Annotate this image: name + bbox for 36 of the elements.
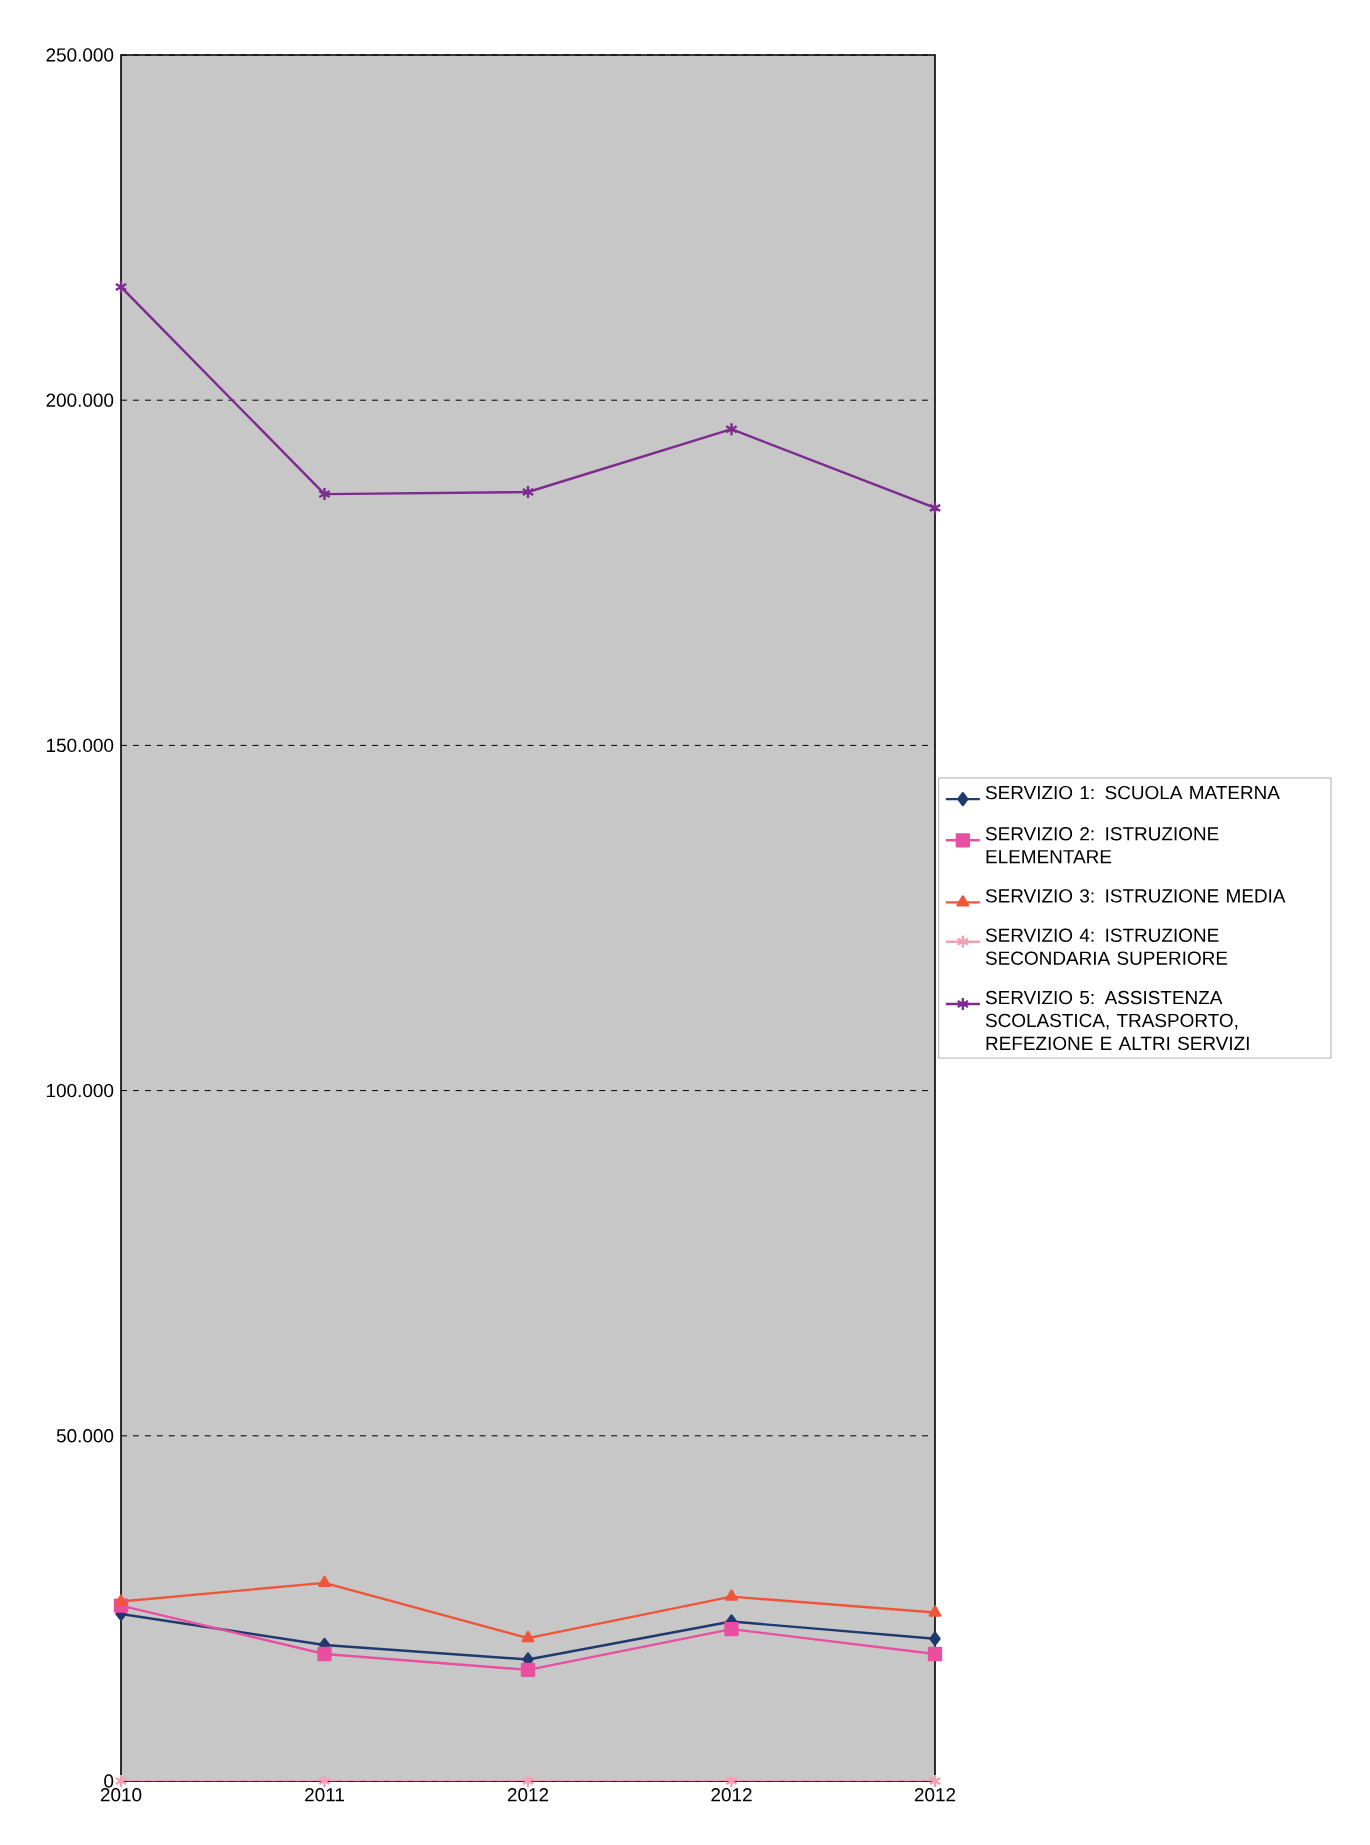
legend-label: SERVIZIO 4: ISTRUZIONE SECONDARIA SUPERIORE <box>985 928 1228 965</box>
point <box>521 1773 535 1789</box>
y-tick-label: 250.000 <box>46 48 114 62</box>
point <box>928 500 942 516</box>
point <box>929 1631 941 1646</box>
point <box>521 1630 535 1643</box>
point <box>725 1589 738 1601</box>
point <box>521 484 535 500</box>
point <box>318 1575 331 1588</box>
x-tick-label: 2010 <box>100 1788 142 1802</box>
point <box>725 422 738 437</box>
x-tick-label: 2012 <box>914 1788 956 1802</box>
point <box>318 1773 331 1789</box>
y-tick-label: 100.000 <box>46 1083 114 1098</box>
x-tick-label: 2012 <box>711 1788 752 1802</box>
legend-label: SERVIZIO 1: SCUOLA MATERNA <box>985 785 1280 800</box>
x-tick-label: 2011 <box>305 1788 344 1802</box>
point <box>520 1662 536 1678</box>
point <box>928 1605 942 1617</box>
y-tick-label: 150.000 <box>46 738 114 753</box>
point <box>318 486 331 502</box>
point <box>114 1773 128 1789</box>
point <box>724 1621 739 1637</box>
point <box>114 279 128 295</box>
point <box>317 1646 332 1662</box>
point <box>927 1646 943 1662</box>
x-tick-label: 2012 <box>507 1788 549 1802</box>
y-tick-label: 50.000 <box>56 1429 114 1443</box>
point <box>114 1594 128 1606</box>
point <box>725 1773 738 1789</box>
legend-label: SERVIZIO 2: ISTRUZIONE ELEMENTARE <box>985 827 1219 864</box>
point <box>928 1773 942 1789</box>
y-tick-label: 0 <box>104 1774 114 1788</box>
y-tick-label: 200.000 <box>46 393 114 407</box>
legend-label: SERVIZIO 3: ISTRUZIONE MEDIA <box>985 889 1286 903</box>
legend-label: SERVIZIO 5: ASSISTENZA SCOLASTICA, TRASPORTO, REFEZIONE E ALTRI SERVIZI <box>985 990 1249 1051</box>
